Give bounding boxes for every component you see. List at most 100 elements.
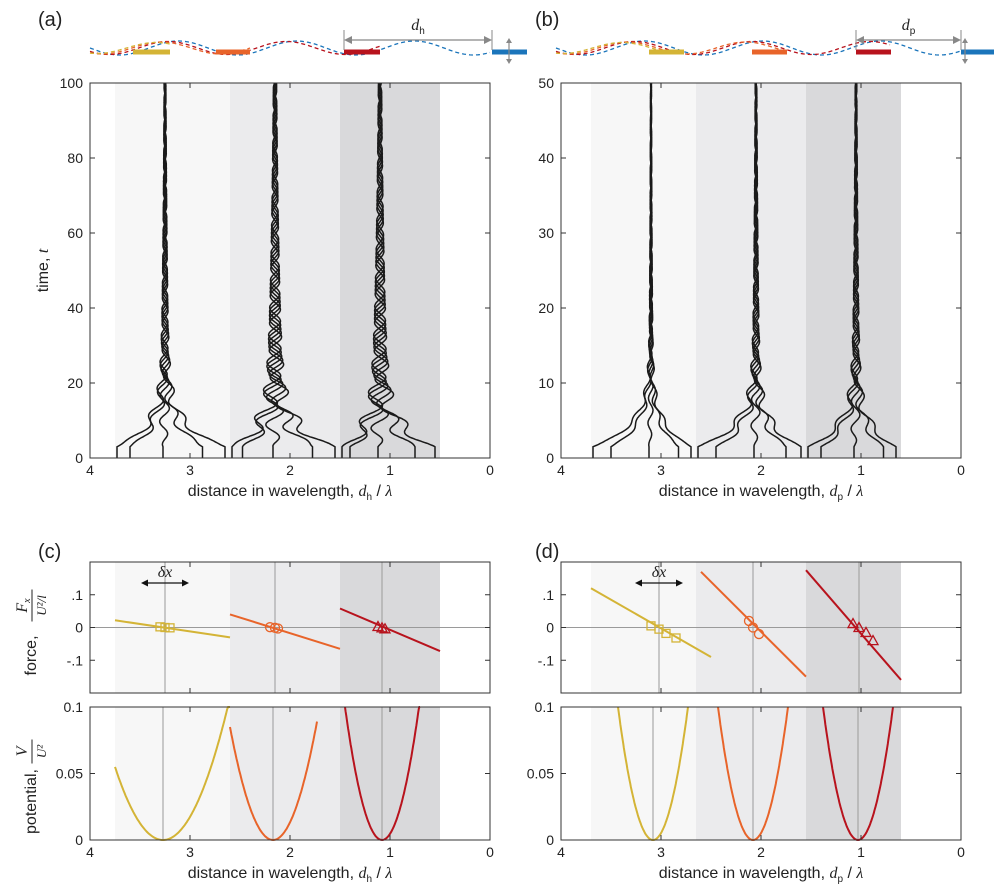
stability-band-2 — [230, 707, 340, 840]
data-marker-triangle — [852, 621, 866, 633]
x-axis-label-lambda: λ — [855, 483, 863, 500]
x-tick-label: 0 — [957, 844, 965, 860]
y-tick-label: 0.1 — [535, 699, 555, 715]
y-tick-label: 80 — [67, 150, 83, 166]
y-tick-label: 0 — [75, 832, 83, 848]
x-axis-label-sub: p — [837, 492, 843, 503]
y-axis-label-symbol: t — [35, 248, 52, 253]
plot-c-force: -.1 0 .1 δx force, Fx U²/l — [14, 561, 491, 694]
arrowhead-left — [856, 36, 864, 44]
y-tick-label: .1 — [542, 587, 554, 603]
trajectory-3-5 — [373, 82, 436, 458]
y-tick-label: 10 — [538, 375, 554, 391]
y-tick-label: 40 — [538, 150, 554, 166]
plot-c-potential: 4 3 2 1 0 0 0.05 0.1 distance in wavelength, dh … — [14, 699, 494, 885]
y-axis-label-potential: potential, V U² — [14, 739, 49, 834]
x-tick-label: 2 — [757, 462, 765, 478]
oscillation-arrowhead-up — [962, 38, 968, 43]
oscillation-arrowhead-up — [506, 38, 512, 43]
x-tick-label: 0 — [957, 462, 965, 478]
data-marker-square — [160, 622, 170, 633]
x-tick-label: 3 — [657, 462, 665, 478]
x-axis-label-sub: h — [366, 874, 372, 885]
y-tick-label: 0.05 — [56, 766, 83, 782]
trajectory-2-3 — [265, 82, 285, 458]
x-tick-label: 2 — [286, 844, 294, 860]
force-numerator-sub: x — [22, 598, 33, 604]
y-tick-label: 20 — [67, 375, 83, 391]
potential-curve-1 — [114, 706, 230, 841]
data-marker-triangle — [846, 617, 860, 629]
x-tick-label: 4 — [86, 462, 94, 478]
x-tick-label: 1 — [857, 844, 865, 860]
wave-profile-2 — [555, 40, 891, 56]
x-tick-label: 1 — [857, 462, 865, 478]
x-tick-label: 1 — [386, 462, 394, 478]
x-tick-label: 4 — [557, 462, 565, 478]
distance-label: dh — [411, 17, 425, 37]
x-axis-label-sub: p — [837, 874, 843, 885]
trajectory-2-5 — [752, 82, 802, 458]
x-axis-label-sub: h — [366, 492, 372, 503]
x-tick-label: 4 — [86, 844, 94, 860]
x-axis-label-symbol: d — [829, 483, 838, 500]
force-fit-line-2 — [700, 571, 807, 678]
schematic-a: dh — [89, 17, 527, 64]
x-tick-label: 3 — [186, 844, 194, 860]
trajectory-1-5 — [648, 83, 692, 458]
force-fit-line-3 — [339, 607, 441, 653]
y-tick-label: .1 — [71, 587, 83, 603]
trajectory-2-2 — [241, 82, 282, 458]
x-axis-label-text: distance in wavelength, — [659, 483, 830, 500]
stability-band-1 — [115, 707, 230, 840]
x-tick-label: 4 — [557, 844, 565, 860]
x-axis-label-symbol: d — [829, 865, 838, 882]
y-tick-label: 60 — [67, 225, 83, 241]
panel-label-c: (c) — [38, 541, 61, 563]
x-tick-label: 3 — [186, 462, 194, 478]
data-marker-square — [155, 622, 165, 632]
x-axis-label-text: distance in wavelength, — [188, 483, 359, 500]
y-tick-label: 30 — [538, 225, 554, 241]
plot-d-force: -.1 0 .1 δx — [538, 561, 962, 694]
x-axis-label-text: distance in wavelength, — [188, 865, 359, 882]
delta-x-arrowhead-right — [676, 579, 683, 587]
force-numerator-symbol: F — [14, 603, 31, 614]
stability-band-3 — [340, 83, 440, 458]
x-tick-label: 2 — [286, 462, 294, 478]
data-marker-circle — [264, 622, 276, 633]
panel-label-b: (b) — [535, 9, 559, 31]
y-tick-label: 100 — [60, 75, 84, 91]
trajectory-2-4 — [268, 82, 314, 458]
x-tick-label: 0 — [486, 844, 494, 860]
distance-subscript: h — [419, 26, 425, 37]
x-axis-label-lambda: λ — [384, 865, 392, 882]
potential-denominator: U² — [34, 744, 49, 758]
y-tick-label: 20 — [538, 300, 554, 316]
data-marker-square — [661, 628, 671, 639]
x-axis-label-symbol: d — [358, 865, 367, 882]
x-axis-label-slash: / — [843, 865, 856, 882]
stability-band-2 — [696, 707, 806, 840]
data-marker-circle — [747, 622, 759, 633]
trajectory-1-5 — [161, 82, 226, 458]
stability-band-2 — [696, 83, 806, 458]
delta-x-label: δx — [158, 564, 173, 581]
y-axis-label-text: force, — [23, 635, 40, 675]
trajectory-3-4 — [373, 82, 416, 458]
schematic-b: dp — [555, 17, 994, 64]
stability-band-1 — [591, 83, 696, 458]
plot-d-potential: 4 3 2 1 0 0 0.05 0.1 distance in wavelength, dp … — [527, 699, 965, 885]
data-marker-circle — [753, 628, 765, 640]
y-tick-label: -.1 — [67, 652, 84, 668]
x-axis-label-text: distance in wavelength, — [659, 865, 830, 882]
potential-numerator: V — [14, 744, 31, 756]
y-tick-label: 0 — [546, 832, 554, 848]
panel-label-a: (a) — [38, 9, 62, 31]
oscillation-arrowhead-down — [506, 59, 512, 64]
data-marker-square — [165, 623, 175, 633]
x-axis-label: distance in wavelength, dp / λ — [659, 865, 864, 885]
